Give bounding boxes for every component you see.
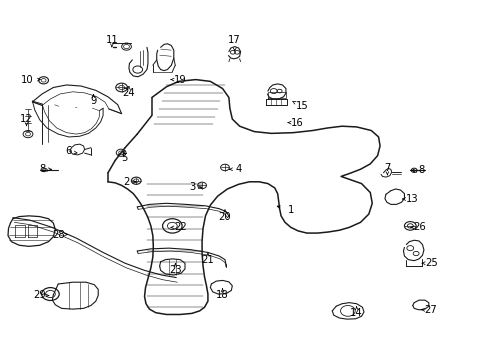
Text: 14: 14 [349,309,362,318]
Text: 20: 20 [218,212,231,221]
Text: 5: 5 [121,153,127,163]
Text: 28: 28 [52,230,64,239]
Circle shape [42,168,47,172]
Text: 6: 6 [65,146,71,156]
Text: 21: 21 [201,255,214,265]
Text: 3: 3 [189,182,195,192]
Text: 11: 11 [105,35,118,45]
Text: 22: 22 [173,222,186,232]
Text: 8: 8 [417,165,423,175]
Text: 10: 10 [21,75,34,85]
Text: 18: 18 [216,291,228,301]
Text: 17: 17 [228,35,241,45]
Text: 27: 27 [424,305,436,315]
Text: 19: 19 [173,75,186,85]
Text: 23: 23 [168,265,181,275]
Text: 8: 8 [39,164,45,174]
Text: 13: 13 [405,194,417,204]
Circle shape [410,168,416,172]
Text: 1: 1 [287,206,293,216]
Text: 26: 26 [413,222,426,232]
Text: 12: 12 [20,114,33,124]
Text: 25: 25 [424,258,437,268]
Text: 15: 15 [295,102,308,112]
Text: 16: 16 [290,118,303,128]
Text: 7: 7 [384,163,390,173]
Text: 2: 2 [123,177,129,187]
Text: 9: 9 [90,96,96,106]
Text: 29: 29 [33,291,46,301]
Text: 4: 4 [235,164,241,174]
Text: 24: 24 [122,88,135,98]
